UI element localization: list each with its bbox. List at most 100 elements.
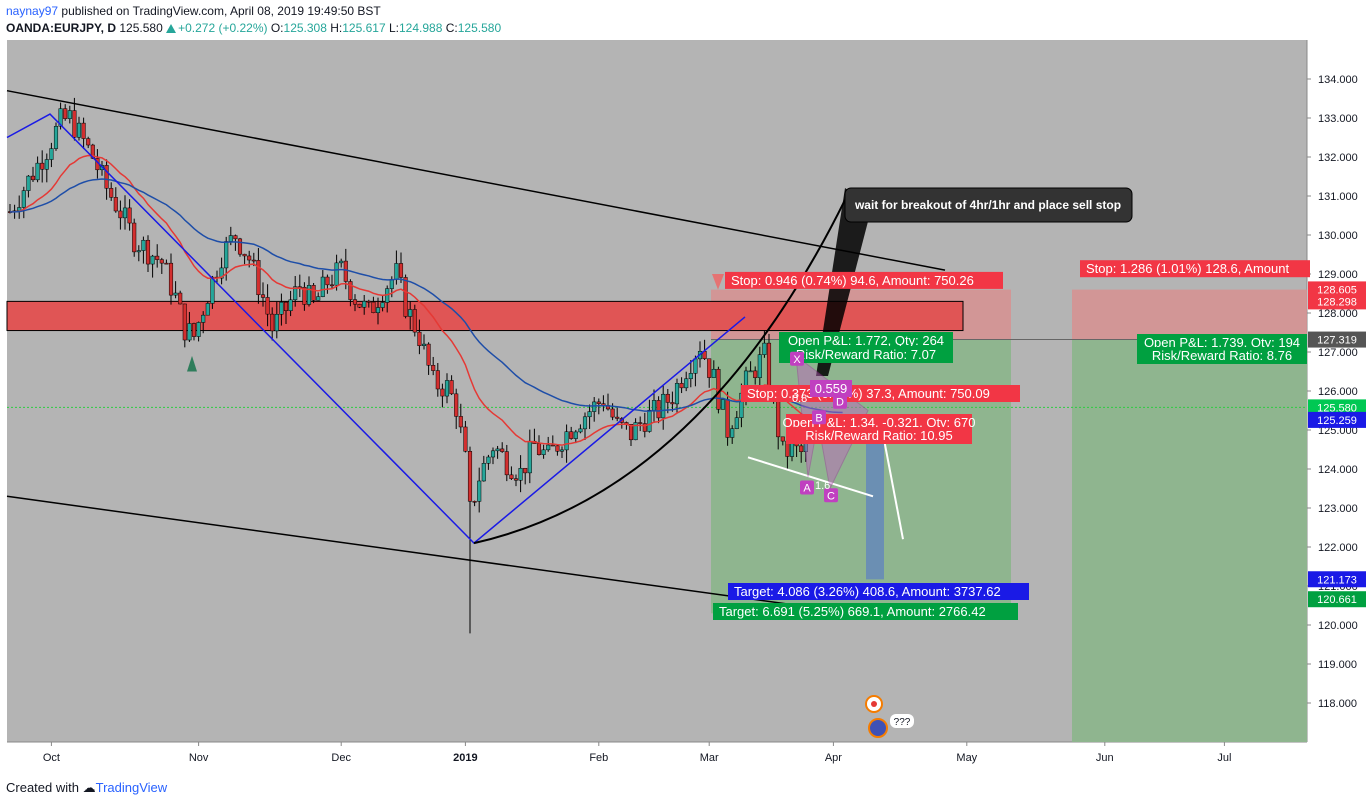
candle-bear bbox=[283, 301, 289, 311]
candle-bull bbox=[339, 260, 344, 264]
candle-bull bbox=[224, 241, 229, 269]
candle-bull bbox=[122, 207, 128, 219]
candle-bear bbox=[132, 222, 137, 253]
stop-label-3: Stop: 0.373 (0.30%) 37.3, Amount: 750.09 bbox=[747, 386, 990, 401]
candle-bull bbox=[481, 463, 486, 482]
pnl-label-1: Open P&L: 1.772, Qty: 264 bbox=[788, 333, 944, 348]
candle-bear bbox=[63, 108, 68, 119]
candle-bear bbox=[467, 451, 473, 502]
price-tick-label: 126.000 bbox=[1318, 386, 1358, 398]
price-tick-label: 123.000 bbox=[1318, 503, 1358, 515]
candle-bear bbox=[113, 197, 118, 212]
candle-bull bbox=[306, 285, 312, 305]
price-change: +0.272 (+0.22%) bbox=[178, 21, 268, 35]
candle-bull bbox=[582, 416, 588, 430]
candle-bear bbox=[707, 358, 712, 378]
candle-bull bbox=[408, 309, 413, 317]
candle-bear bbox=[628, 424, 634, 441]
last-price: 125.580 bbox=[119, 21, 163, 35]
low-value: 124.988 bbox=[399, 21, 443, 35]
candle-bear bbox=[665, 393, 670, 403]
candle-bear bbox=[104, 165, 109, 189]
target-label-1-box bbox=[728, 583, 1029, 600]
time-tick-label: May bbox=[956, 752, 977, 764]
candle-bear bbox=[504, 451, 509, 476]
stop-label-1-box bbox=[725, 271, 1003, 289]
candle-bull bbox=[26, 175, 31, 191]
candle-bear bbox=[155, 255, 160, 260]
candle-bear bbox=[178, 292, 183, 305]
candle-bear bbox=[753, 370, 758, 378]
price-label-box bbox=[1308, 571, 1366, 588]
price-label: 120.661 bbox=[1317, 594, 1357, 606]
price-tick-label: 133.000 bbox=[1318, 113, 1358, 125]
candle-bear bbox=[145, 239, 151, 265]
pnl-label-2: Open P&L: 1.739, Qty: 194 bbox=[1144, 335, 1300, 350]
candle-bear bbox=[260, 294, 266, 298]
candle-bull bbox=[35, 162, 40, 181]
price-tick-label: 120.000 bbox=[1318, 620, 1358, 632]
pattern-point-box bbox=[812, 410, 826, 425]
stop-label-1: Stop: 0.946 (0.74%) 94.6, Amount: 750.26 bbox=[731, 273, 974, 288]
candle-bear bbox=[251, 259, 256, 262]
candle-bear bbox=[509, 474, 514, 479]
candle-bull bbox=[76, 122, 82, 138]
author-name[interactable]: naynay97 bbox=[6, 4, 59, 18]
candle-bull bbox=[67, 110, 72, 119]
price-tick-label: 131.000 bbox=[1318, 191, 1358, 203]
created-with-text: Created with bbox=[6, 780, 79, 795]
price-labels: 128.605128.298127.319125.580125.259121.1… bbox=[1308, 281, 1366, 608]
badge-box bbox=[890, 714, 914, 728]
candle-bull bbox=[693, 358, 698, 374]
candle-bull bbox=[734, 417, 739, 429]
open-value: 125.308 bbox=[283, 21, 327, 35]
candle-bull bbox=[141, 239, 146, 251]
price-axis[interactable]: 118.000119.000120.000121.000122.000123.0… bbox=[1306, 40, 1358, 742]
price-label-box bbox=[1308, 331, 1366, 348]
time-tick-label: Jul bbox=[1217, 752, 1231, 764]
candle-bull bbox=[587, 411, 592, 418]
time-axis[interactable]: Oct Nov Dec 2019 Feb Mar Apr May Jun Jul bbox=[7, 741, 1307, 764]
rr-label-1: Risk/Reward Ratio: 7.07 bbox=[796, 347, 936, 362]
candle-bear bbox=[454, 393, 459, 417]
time-tick-label: Mar bbox=[700, 752, 719, 764]
candle-bear bbox=[555, 445, 560, 452]
rr-label-2: Risk/Reward Ratio: 8.76 bbox=[1152, 348, 1292, 363]
lower-trendline bbox=[6, 495, 856, 615]
pattern-point-C: C bbox=[827, 490, 835, 502]
candle-bull bbox=[573, 431, 578, 439]
rr-label-1-box bbox=[779, 346, 953, 363]
pattern-point-box bbox=[833, 394, 847, 409]
price-tick-label: 130.000 bbox=[1318, 230, 1358, 242]
close-label: C: bbox=[445, 21, 458, 35]
price-tick-label: 134.000 bbox=[1318, 74, 1358, 86]
time-tick-label: Jun bbox=[1096, 752, 1114, 764]
down-arrow-icon bbox=[712, 274, 724, 290]
price-label-box bbox=[1308, 591, 1366, 608]
pattern-point-box bbox=[790, 351, 804, 366]
price-label: 121.173 bbox=[1317, 574, 1357, 586]
price-chart[interactable]: 118.000119.000120.000121.000122.000123.0… bbox=[0, 40, 1372, 774]
candle-bear bbox=[435, 370, 440, 390]
candle-bear bbox=[513, 478, 519, 481]
candle-bear bbox=[81, 122, 86, 139]
price-tick-label: 118.000 bbox=[1318, 698, 1357, 710]
time-tick-label: 2019 bbox=[453, 752, 477, 764]
price-label-box bbox=[1308, 411, 1366, 428]
candle-bear bbox=[569, 431, 574, 439]
candle-bull bbox=[546, 444, 551, 451]
target-zone-short bbox=[866, 414, 884, 580]
candle-bear bbox=[412, 309, 417, 333]
price-tick-label: 124.000 bbox=[1318, 464, 1358, 476]
candle-bear bbox=[463, 426, 468, 452]
publish-text: published on TradingView.com, April 08, … bbox=[61, 4, 381, 18]
candle-bull bbox=[58, 108, 63, 127]
candle-bear bbox=[780, 436, 785, 442]
candle-bear bbox=[247, 255, 252, 261]
tradingview-brand[interactable]: TradingView bbox=[95, 780, 168, 795]
candle-bear bbox=[233, 235, 238, 240]
candle-bear bbox=[458, 416, 463, 428]
symbol-info: OANDA:EURJPY, D 125.580 +0.272 (+0.22%) … bbox=[6, 21, 501, 35]
candle-bear bbox=[164, 262, 169, 265]
candle-bull bbox=[362, 300, 367, 308]
